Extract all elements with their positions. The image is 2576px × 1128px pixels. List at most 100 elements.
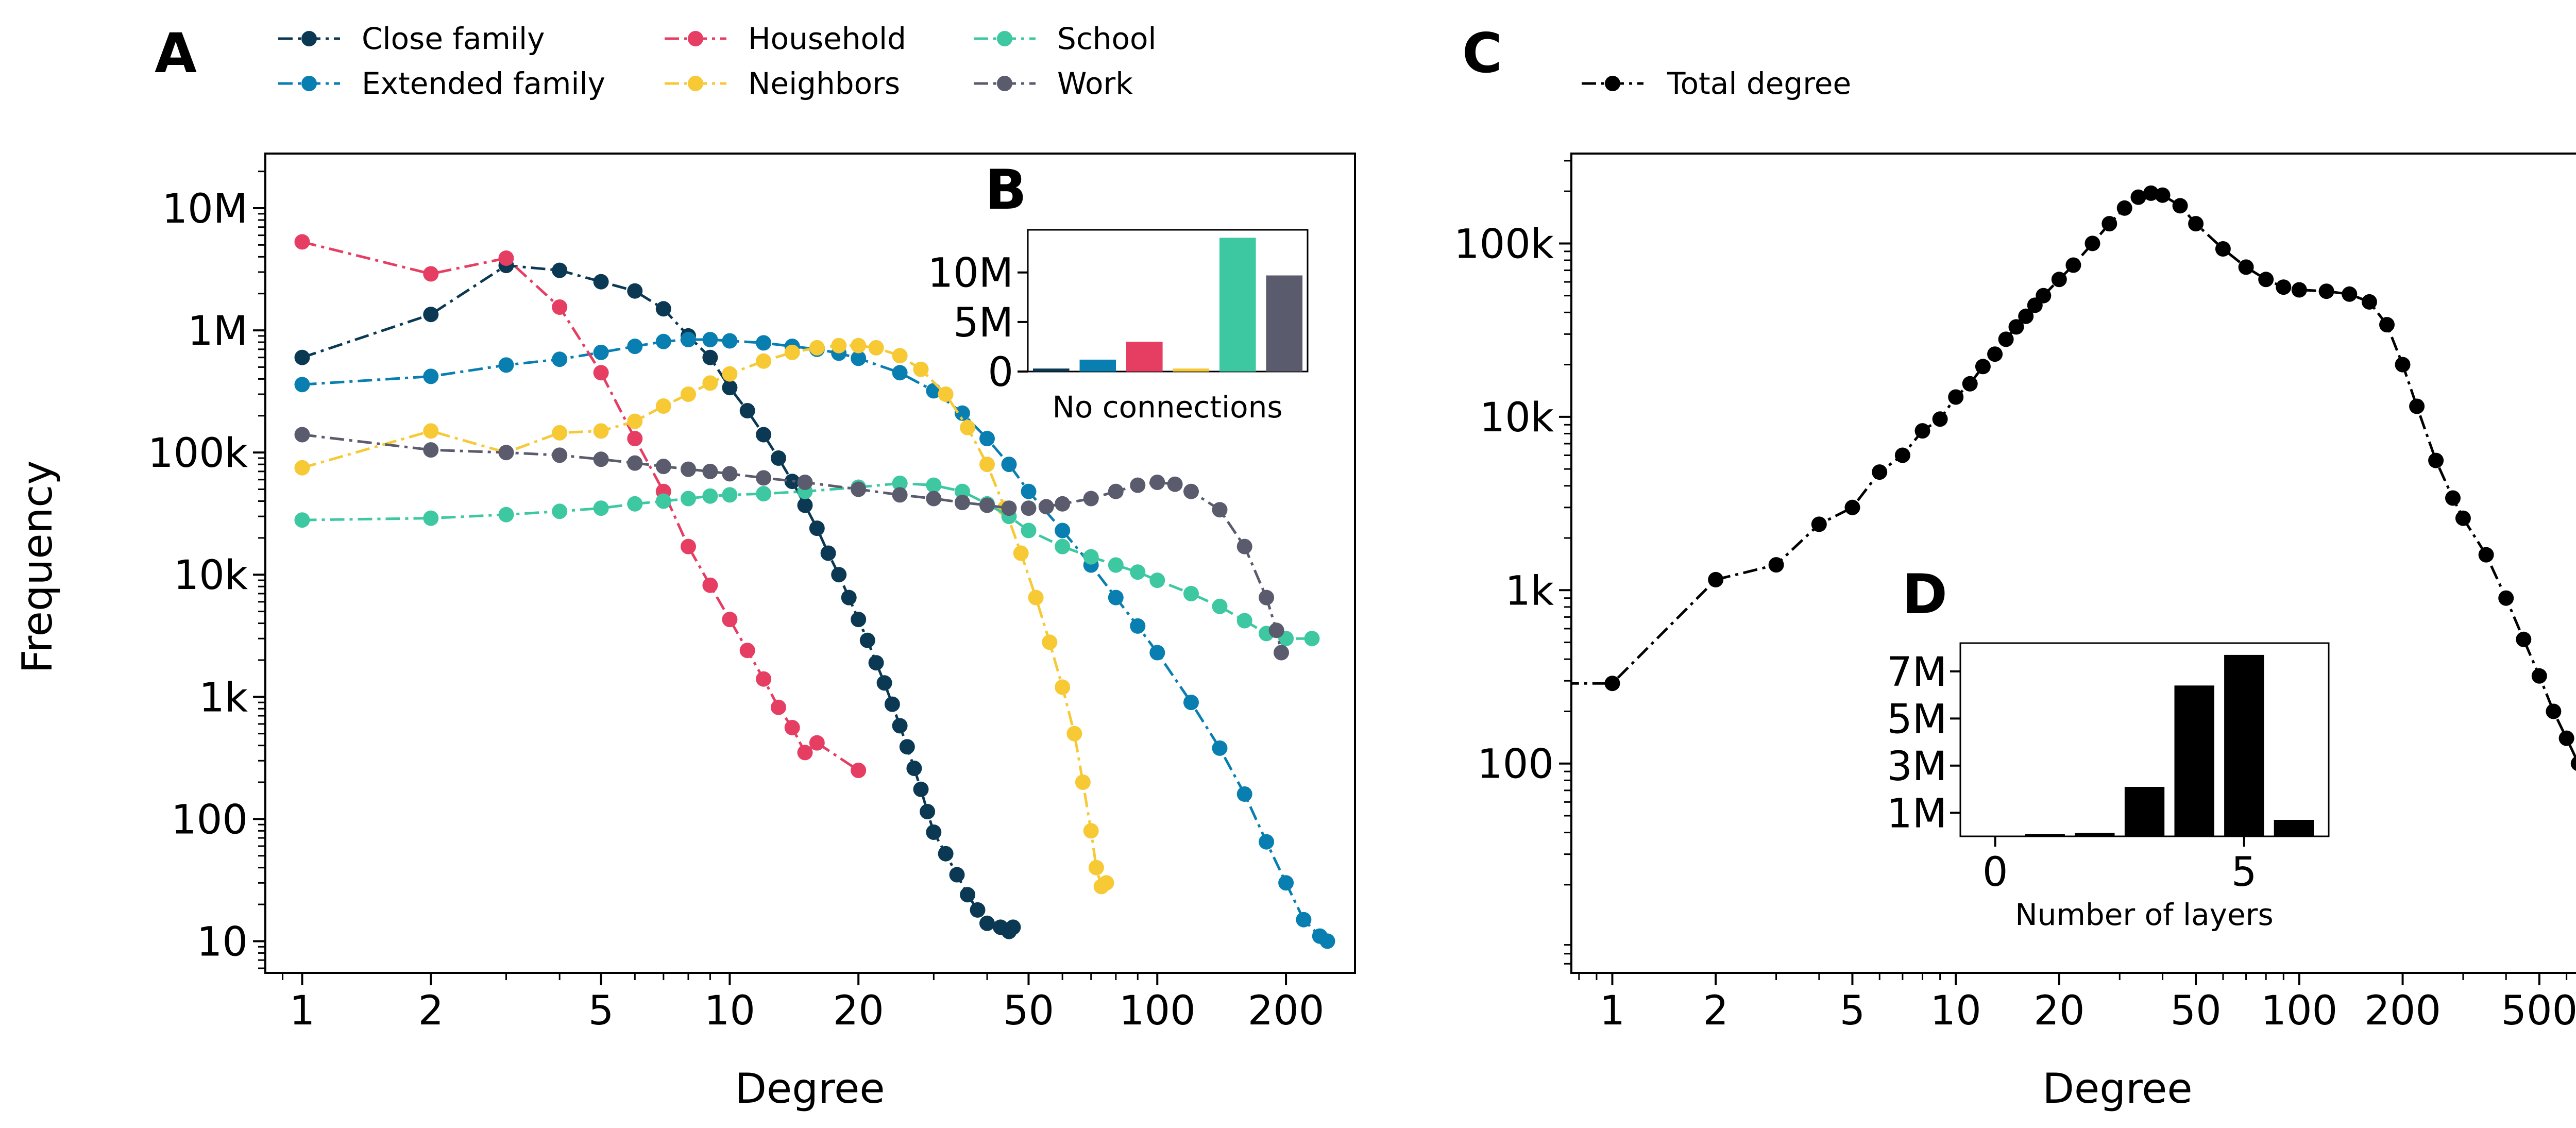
data-point-work — [627, 455, 643, 471]
series-line-household — [301, 240, 859, 772]
data-point-neighbors — [1042, 634, 1058, 650]
series-line-close-family — [301, 264, 1014, 933]
y-tick-label-a: 100 — [171, 797, 248, 843]
data-point-work — [892, 487, 908, 503]
series-household — [294, 234, 867, 778]
data-point-total-degree — [2172, 198, 2188, 214]
data-point-total-degree — [2428, 452, 2444, 468]
data-point-school — [756, 486, 772, 502]
data-point-extended-family — [892, 365, 908, 381]
data-point-total-degree — [2379, 317, 2395, 333]
data-point-extended-family — [627, 339, 643, 355]
x-tick-label-a: 1 — [290, 988, 315, 1034]
series-school — [294, 475, 1320, 647]
data-point-total-degree — [2445, 490, 2461, 506]
data-point-extended-family — [1296, 912, 1312, 928]
bar-layers-3 — [2124, 787, 2165, 836]
data-point-work — [1130, 477, 1146, 493]
data-point-school — [722, 487, 738, 503]
x-axis-label-b: No connections — [1052, 390, 1282, 425]
y-tick-label-b: 0 — [988, 349, 1013, 396]
data-point-close-family — [906, 761, 922, 776]
data-point-neighbors — [1098, 875, 1114, 891]
data-point-total-degree — [2018, 308, 2034, 324]
data-point-work — [1055, 496, 1071, 512]
bar-close-family — [1033, 368, 1070, 372]
data-point-total-degree — [1914, 423, 1930, 439]
data-point-total-degree — [2036, 288, 2052, 304]
data-point-total-degree — [1604, 676, 1620, 692]
data-point-work — [1149, 475, 1165, 490]
x-tick-label-d: 0 — [1982, 849, 2008, 896]
data-point-extended-family — [593, 344, 609, 360]
data-point-extended-family — [954, 405, 970, 421]
data-point-extended-family — [423, 368, 439, 384]
data-point-neighbors — [722, 366, 738, 382]
data-point-close-family — [868, 655, 884, 671]
x-tick-label-a: 20 — [833, 988, 884, 1034]
data-point-work — [1268, 622, 1284, 638]
data-point-household — [797, 745, 813, 761]
bar-school — [1219, 238, 1256, 372]
data-point-close-family — [949, 867, 965, 883]
data-point-school — [892, 475, 908, 491]
data-point-close-family — [423, 307, 439, 323]
y-tick-label-a: 100k — [148, 430, 248, 477]
data-point-household — [702, 577, 718, 593]
panel-letter-d: D — [1902, 563, 1947, 626]
data-point-neighbors — [1088, 860, 1104, 876]
data-point-neighbors — [809, 340, 825, 356]
data-point-work — [722, 466, 738, 482]
data-point-neighbors — [1013, 545, 1029, 561]
data-point-total-degree — [2455, 510, 2471, 526]
legend-swatch-marker — [997, 76, 1012, 91]
chart-panel-a: 1 2 5 10 20 50 100 200 10 100 1k 10k 100k 1M 10M Degr… — [13, 153, 1356, 1113]
data-point-school — [1108, 557, 1124, 573]
y-tick-label-d: 3M — [1887, 744, 1947, 790]
data-point-total-degree — [2084, 235, 2100, 251]
series-total-degree — [1501, 185, 2576, 771]
legend-label: School — [1057, 21, 1157, 56]
series-close-family — [294, 258, 1021, 939]
data-point-total-degree — [1987, 346, 2003, 362]
series-neighbors — [294, 338, 1114, 895]
y-axis-label-a: Frequency — [13, 460, 61, 673]
x-tick-label-c: 200 — [2364, 988, 2441, 1034]
x-tick-label-c: 2 — [1703, 988, 1728, 1034]
data-point-school — [1304, 631, 1320, 647]
legend-item-school: School — [974, 21, 1157, 56]
y-tick-label-c: 1k — [1505, 568, 1554, 614]
y-tick-label-a: 1M — [188, 308, 248, 355]
data-point-work — [702, 463, 718, 479]
data-point-extended-family — [1108, 590, 1124, 605]
data-point-close-family — [655, 301, 671, 317]
bar-layers-2 — [2075, 833, 2115, 836]
data-point-total-degree — [1768, 557, 1784, 573]
data-point-total-degree — [2478, 547, 2494, 563]
data-point-household — [552, 299, 568, 315]
data-point-close-family — [797, 497, 813, 513]
y-tick-label-a: 10k — [174, 552, 248, 599]
data-point-extended-family — [1212, 740, 1228, 756]
data-point-total-degree — [2008, 319, 2024, 335]
legend-swatch-marker — [301, 76, 317, 91]
data-point-extended-family — [1021, 483, 1037, 499]
data-point-school — [294, 512, 310, 528]
data-point-close-family — [771, 450, 786, 466]
x-tick-label-c: 5 — [1840, 988, 1866, 1034]
panel-letter-a: A — [155, 22, 197, 85]
data-point-school — [1021, 523, 1037, 538]
data-point-total-degree — [1501, 676, 1517, 691]
data-point-close-family — [739, 403, 755, 418]
data-point-close-family — [979, 915, 995, 931]
data-point-extended-family — [1319, 933, 1335, 949]
x-axis-label-d: Number of layers — [2015, 897, 2274, 932]
data-point-work — [1038, 499, 1054, 515]
legend-swatch-marker — [1605, 76, 1620, 91]
data-point-household — [498, 250, 514, 266]
data-point-close-family — [859, 632, 875, 648]
x-tick-label-c: 500 — [2501, 988, 2576, 1034]
data-point-close-family — [892, 718, 908, 734]
data-point-neighbors — [979, 457, 995, 473]
